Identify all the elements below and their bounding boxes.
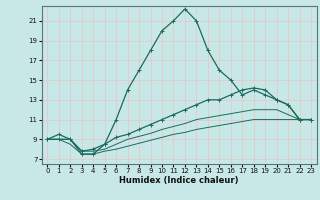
X-axis label: Humidex (Indice chaleur): Humidex (Indice chaleur) [119,176,239,185]
